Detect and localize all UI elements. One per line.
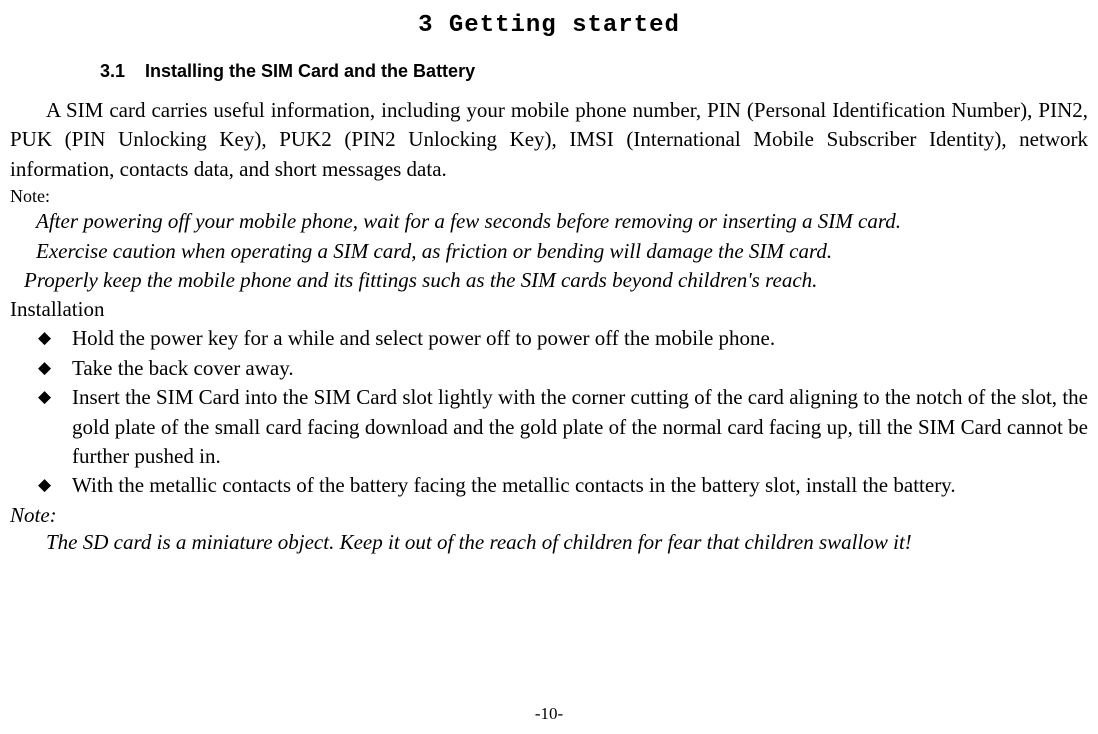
note2-text: The SD card is a miniature object. Keep … xyxy=(46,528,1088,557)
list-item: With the metallic contacts of the batter… xyxy=(38,471,1088,500)
section-title-text: Installing the SIM Card and the Battery xyxy=(145,61,475,81)
section-number: 3.1 xyxy=(100,61,125,81)
section-heading: 3.1 Installing the SIM Card and the Batte… xyxy=(100,61,1088,82)
note2-label: Note: xyxy=(10,503,1088,528)
chapter-title: 3 Getting started xyxy=(10,12,1088,39)
note-label: Note: xyxy=(10,186,1088,207)
list-item: Hold the power key for a while and selec… xyxy=(38,324,1088,353)
note-line-3: Properly keep the mobile phone and its f… xyxy=(24,266,1088,295)
list-item: Take the back cover away. xyxy=(38,354,1088,383)
note-line-2: Exercise caution when operating a SIM ca… xyxy=(36,237,1088,266)
intro-paragraph: A SIM card carries useful information, i… xyxy=(10,96,1088,184)
installation-label: Installation xyxy=(10,297,1088,322)
installation-list: Hold the power key for a while and selec… xyxy=(38,324,1088,500)
note-line-1: After powering off your mobile phone, wa… xyxy=(36,207,1088,236)
list-item: Insert the SIM Card into the SIM Card sl… xyxy=(38,383,1088,471)
page-number: -10- xyxy=(0,704,1098,724)
